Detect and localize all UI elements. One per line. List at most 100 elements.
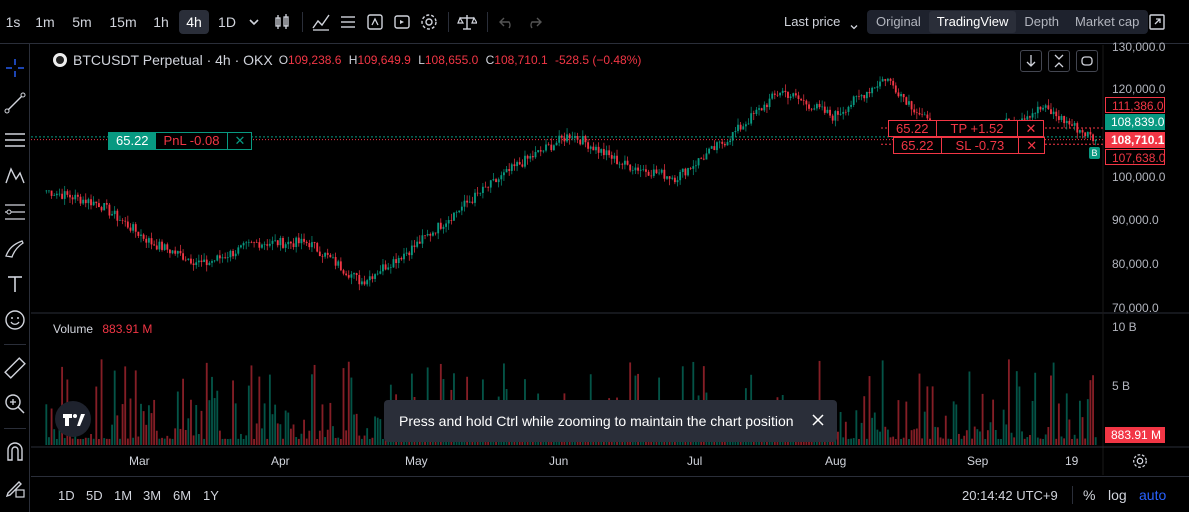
- volume-bar: [1076, 438, 1079, 445]
- interval-1h[interactable]: 1h: [153, 14, 169, 30]
- candle-body: [579, 139, 582, 145]
- interval-1d[interactable]: 1D: [218, 14, 236, 30]
- scroll-down-icon[interactable]: [1020, 50, 1042, 72]
- volume-bar: [1092, 375, 1094, 445]
- volume-bar: [245, 435, 248, 445]
- trend-line-icon[interactable]: [3, 91, 27, 115]
- interval-15m[interactable]: 15m: [109, 14, 137, 30]
- interval-1s[interactable]: 1s: [5, 14, 21, 30]
- tp-qty: 65.22: [896, 121, 929, 136]
- candle-body: [258, 242, 261, 248]
- candle-body: [787, 92, 789, 98]
- candle-body: [403, 253, 405, 260]
- cancel-sl-icon[interactable]: ✕: [1018, 138, 1044, 153]
- settings-gear-icon[interactable]: [419, 12, 439, 32]
- candle-body: [261, 244, 263, 248]
- crosshair-icon[interactable]: [3, 56, 27, 80]
- candle-body: [821, 106, 824, 108]
- interval-4h[interactable]: 4h: [179, 10, 209, 34]
- tradingview-logo-icon[interactable]: [55, 401, 91, 437]
- candle-body: [250, 242, 253, 243]
- volume-bar: [960, 438, 963, 445]
- range-1d[interactable]: 1D: [58, 488, 75, 503]
- candle-body: [510, 164, 513, 171]
- volume-bar: [124, 366, 127, 445]
- axis-settings-gear-icon[interactable]: [1131, 452, 1149, 470]
- volume-bar: [318, 430, 321, 445]
- range-3m[interactable]: 3M: [143, 488, 162, 503]
- magnet-icon[interactable]: [3, 440, 27, 464]
- candle-body: [794, 93, 797, 96]
- brush-icon[interactable]: [3, 236, 27, 260]
- candle-body: [726, 142, 729, 146]
- candle-body: [234, 253, 237, 257]
- lock-drawing-icon[interactable]: [3, 476, 27, 500]
- emoji-icon[interactable]: [3, 308, 27, 332]
- fullscreen-icon[interactable]: [1147, 12, 1167, 32]
- close-icon[interactable]: [809, 411, 827, 429]
- clock[interactable]: 20:14:42 UTC+9: [962, 488, 1058, 503]
- price-source-dropdown[interactable]: Last price: [784, 10, 860, 34]
- buy-marker[interactable]: B: [1089, 147, 1100, 159]
- volume-bar: [337, 437, 340, 445]
- zoom-in-icon[interactable]: [3, 392, 27, 416]
- range-5d[interactable]: 5D: [86, 488, 103, 503]
- range-1m[interactable]: 1M: [114, 488, 133, 503]
- chevron-down-icon[interactable]: [244, 12, 264, 32]
- auto-toggle[interactable]: auto: [1139, 487, 1167, 503]
- range-6m[interactable]: 6M: [173, 488, 192, 503]
- indicators-icon[interactable]: [311, 12, 331, 32]
- candle-body: [48, 190, 50, 192]
- interval-1m[interactable]: 1m: [35, 14, 55, 30]
- candle-type-icon[interactable]: [272, 12, 292, 32]
- fib-icon[interactable]: [3, 200, 27, 224]
- volume-bar: [276, 423, 279, 445]
- templates-icon[interactable]: [365, 12, 385, 32]
- symbol-title[interactable]: BTCUSDT Perpetual · 4h · OKX: [73, 52, 273, 68]
- candle-body: [521, 164, 524, 167]
- cancel-tp-icon[interactable]: ✕: [1017, 121, 1043, 136]
- candle-body: [723, 143, 726, 146]
- horizontal-lines-icon[interactable]: [3, 128, 27, 152]
- candle-body: [505, 169, 508, 173]
- position-line-widget[interactable]: 65.22 PnL -0.08 ✕: [108, 132, 253, 150]
- interval-5m[interactable]: 5m: [72, 14, 92, 30]
- close-position-icon[interactable]: ✕: [234, 133, 246, 148]
- candle-body: [255, 242, 258, 243]
- candle-body: [237, 247, 240, 254]
- candle-body: [495, 179, 497, 183]
- candle-body: [111, 214, 113, 216]
- collapse-icon[interactable]: [1048, 50, 1070, 72]
- candle-body: [466, 200, 469, 203]
- refresh-icon[interactable]: [1076, 50, 1098, 72]
- replay-icon[interactable]: [392, 12, 412, 32]
- range-1y[interactable]: 1Y: [203, 488, 219, 503]
- list-icon[interactable]: [338, 12, 358, 32]
- sl-order-widget[interactable]: 65.22 SL -0.73 ✕: [893, 137, 1046, 154]
- candle-body: [823, 106, 826, 113]
- percent-toggle[interactable]: %: [1083, 487, 1096, 503]
- tp-order-widget[interactable]: 65.22 TP +1.52 ✕: [888, 120, 1045, 137]
- volume-bar: [1073, 434, 1076, 445]
- tab-tradingview[interactable]: TradingView: [928, 11, 1017, 33]
- candle-body: [245, 242, 248, 244]
- undo-icon[interactable]: [497, 12, 517, 32]
- scale-balance-icon[interactable]: [457, 12, 477, 32]
- price-tick: 90,000.0: [1112, 213, 1159, 227]
- volume-bar: [382, 438, 384, 445]
- text-icon[interactable]: [3, 272, 27, 296]
- redo-icon[interactable]: [524, 12, 544, 32]
- pattern-icon[interactable]: [3, 164, 27, 188]
- volume-bar: [1089, 380, 1092, 445]
- tab-market-cap[interactable]: Market cap: [1075, 14, 1140, 29]
- ruler-icon[interactable]: [3, 356, 27, 380]
- log-toggle[interactable]: log: [1108, 487, 1127, 503]
- candle-body: [679, 171, 682, 181]
- volume-bar: [847, 438, 850, 445]
- volume-bar: [200, 410, 203, 445]
- candle-body: [190, 258, 192, 264]
- candle-body: [63, 191, 66, 199]
- tab-depth[interactable]: Depth: [1024, 14, 1060, 29]
- tab-original[interactable]: Original: [876, 14, 921, 29]
- candle-body: [169, 249, 171, 254]
